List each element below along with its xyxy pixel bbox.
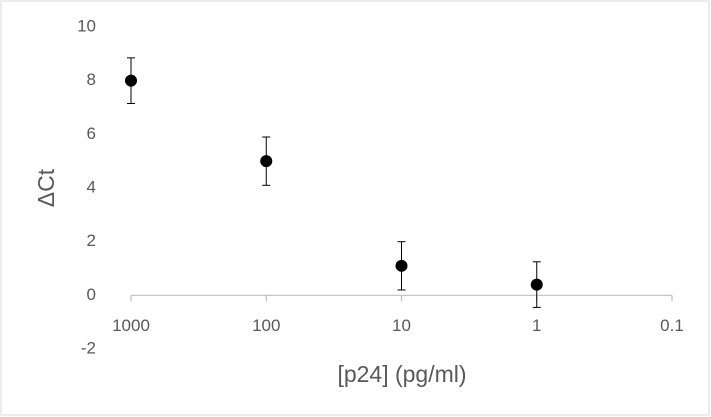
- y-axis-title: ΔCt: [33, 168, 59, 207]
- point: [395, 259, 408, 272]
- x-tick-label: 100: [252, 316, 280, 335]
- y-tick-label: 8: [87, 70, 96, 89]
- y-tick-label: 0: [87, 285, 96, 304]
- point: [125, 74, 137, 87]
- x-axis-title: [p24] (pg/ml): [337, 361, 466, 387]
- x-tick-label: 10: [392, 316, 411, 335]
- point: [260, 155, 273, 168]
- point: [530, 278, 543, 291]
- y-tick-label: -2: [81, 338, 96, 357]
- y-tick-label: 6: [87, 124, 96, 143]
- x-tick-label: 0.1: [660, 316, 684, 335]
- x-tick-label: 1: [532, 316, 541, 335]
- y-tick-label: 10: [77, 16, 96, 35]
- y-tick-label: 2: [87, 231, 96, 250]
- x-tick-label: 1000: [112, 316, 150, 335]
- y-tick-label: 4: [87, 177, 96, 196]
